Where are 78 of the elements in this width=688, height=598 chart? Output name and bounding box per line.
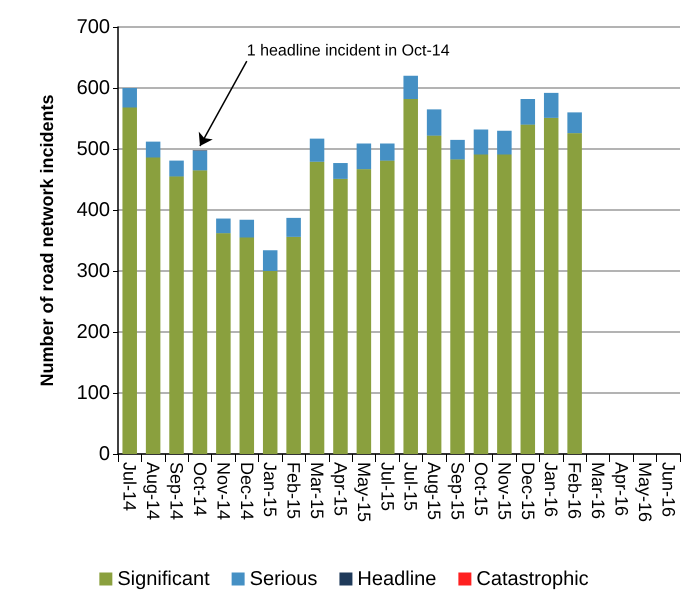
bar [146, 142, 160, 158]
legend-label: Serious [250, 568, 318, 590]
bar [333, 163, 348, 179]
bar [262, 250, 278, 271]
x-tick-label: Nov-15 [494, 462, 514, 520]
x-tick-label: Nov-14 [213, 462, 234, 520]
bar [240, 220, 254, 238]
x-tick-label: Oct-14 [190, 462, 210, 516]
legend-label: Significant [117, 568, 210, 590]
bar [286, 218, 301, 237]
x-tick-label: Feb-16 [564, 462, 585, 520]
y-tick-label: 500 [76, 138, 110, 160]
bar [286, 236, 301, 454]
bar [474, 129, 488, 154]
x-tick-label: Sep-15 [448, 462, 468, 520]
bar [356, 169, 372, 454]
x-tick-label: May-15 [354, 462, 374, 522]
bar [192, 170, 208, 454]
bar [192, 150, 208, 170]
bar [169, 160, 184, 176]
y-tick-label: 400 [76, 199, 110, 221]
y-tick-label: 200 [76, 321, 110, 343]
bar [146, 158, 160, 454]
bar [403, 98, 418, 454]
x-tick-label: Jan-15 [260, 462, 280, 518]
x-tick-label: Sep-14 [166, 462, 187, 520]
bar [310, 138, 324, 162]
x-tick-label: Jul-15 [377, 462, 398, 512]
bar [403, 76, 418, 99]
bar [122, 88, 137, 108]
bar [380, 144, 395, 161]
bar [169, 176, 184, 454]
x-tick-label: Dec-15 [518, 462, 538, 520]
bar [544, 118, 558, 454]
bar [520, 124, 536, 454]
bar [426, 136, 442, 454]
bar [240, 237, 254, 454]
bar [333, 178, 348, 454]
y-tick-label: 0 [98, 443, 110, 465]
bar [216, 218, 231, 234]
x-tick-label: Jun-16 [658, 462, 678, 518]
bar [380, 160, 395, 454]
x-tick-label: Jul-14 [120, 462, 140, 512]
x-tick-label: Feb-15 [284, 462, 304, 520]
x-tick-label: Apr-16 [611, 462, 632, 516]
x-tick-label: Dec-14 [236, 462, 257, 520]
bar [567, 133, 582, 454]
y-tick-label: 600 [76, 77, 110, 99]
x-tick-label: Jan-16 [541, 462, 562, 518]
annotation: 1 headline incident in Oct-14 [246, 42, 450, 60]
bar [497, 130, 512, 154]
bar [262, 271, 278, 454]
bar [356, 144, 372, 170]
x-tick-label: May-16 [634, 462, 655, 522]
bar [497, 154, 512, 454]
x-tick-label: Apr-15 [330, 462, 350, 516]
bar [474, 154, 488, 454]
x-tick-label: Mar-16 [588, 462, 608, 520]
bar [216, 233, 231, 454]
y-tick-label: 100 [76, 382, 110, 404]
bar [426, 109, 442, 136]
y-axis-title: Number of road network incidents [37, 94, 57, 387]
x-tick-label: Mar-15 [307, 462, 328, 520]
x-tick-label: Aug-15 [424, 462, 444, 520]
y-tick-label: 700 [76, 16, 110, 38]
legend-label: Headline [357, 568, 436, 590]
legend-label: Catastrophic [476, 568, 589, 590]
bar [544, 92, 558, 118]
bar [520, 98, 536, 125]
bar [450, 159, 465, 454]
bar [122, 108, 137, 454]
bar [450, 140, 465, 160]
x-tick-label: Oct-15 [470, 462, 491, 516]
x-tick-label: Jul-15 [400, 462, 421, 512]
bar [310, 162, 324, 454]
x-tick-label: Aug-14 [143, 462, 164, 520]
y-tick-label: 300 [76, 260, 110, 282]
bar [567, 112, 582, 134]
